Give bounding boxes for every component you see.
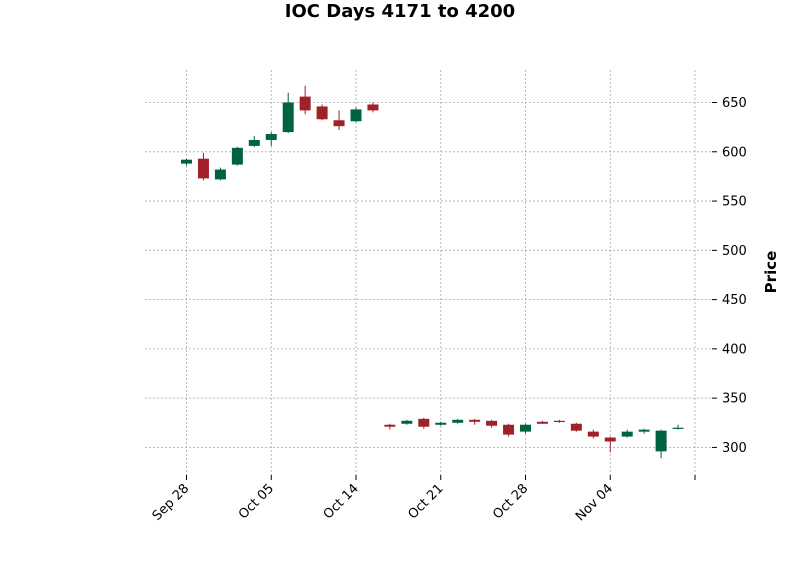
candle-body xyxy=(553,420,565,423)
candle-body xyxy=(248,139,260,146)
y-tick-label: 400 xyxy=(722,342,747,357)
candle-body xyxy=(231,147,243,165)
candle-body xyxy=(299,96,311,111)
candle xyxy=(655,429,667,459)
candle xyxy=(282,92,294,134)
candle-body xyxy=(350,109,362,122)
candle xyxy=(350,107,362,123)
x-tick-label: Oct 28 xyxy=(490,481,531,522)
y-axis-label: Price xyxy=(762,251,780,294)
x-tick-label: Sep 28 xyxy=(150,481,193,524)
y-tick-label: 650 xyxy=(722,96,747,111)
y-tick-label: 300 xyxy=(722,441,747,456)
candle xyxy=(621,429,633,438)
candle-body xyxy=(672,427,684,429)
candle-body xyxy=(333,120,345,127)
candle-body xyxy=(197,158,209,179)
candle-body xyxy=(452,419,464,423)
candle-body xyxy=(469,419,481,422)
candle-body xyxy=(570,423,582,431)
candle xyxy=(231,146,243,166)
candle xyxy=(367,102,379,113)
candle xyxy=(469,418,481,425)
candle-body xyxy=(282,102,294,133)
candle xyxy=(435,421,447,426)
candle-body xyxy=(655,430,667,452)
candle-body xyxy=(316,106,328,120)
candle xyxy=(520,423,531,434)
x-tick-label: Nov 04 xyxy=(573,481,616,524)
candle xyxy=(333,110,345,131)
x-tick-label: Oct 05 xyxy=(236,481,277,522)
y-tick-label: 350 xyxy=(722,392,747,407)
candle xyxy=(672,424,684,430)
candle-body xyxy=(384,424,396,427)
candle xyxy=(265,132,277,146)
candle xyxy=(248,136,260,147)
grid-layer xyxy=(145,70,712,475)
y-tick-label: 600 xyxy=(722,145,747,160)
candle xyxy=(638,428,650,434)
candle xyxy=(452,418,464,424)
candle xyxy=(197,152,209,181)
candle xyxy=(181,158,192,166)
candle xyxy=(384,423,396,430)
candle-body xyxy=(536,421,548,424)
candle-body xyxy=(587,431,599,437)
y-tick-label: 500 xyxy=(722,244,747,259)
candle xyxy=(570,422,582,432)
candle xyxy=(401,419,413,425)
candle xyxy=(486,419,498,428)
x-tick-label: Oct 14 xyxy=(321,481,362,522)
candle xyxy=(604,436,616,453)
candle xyxy=(418,417,430,429)
candle-body xyxy=(265,134,277,140)
candle xyxy=(299,85,311,115)
candle-body xyxy=(435,422,447,425)
y-tick-label: 450 xyxy=(722,293,747,308)
x-tick-label: Oct 21 xyxy=(405,481,446,522)
candle-body xyxy=(638,429,650,432)
candle xyxy=(503,423,515,437)
chart-title: IOC Days 4171 to 4200 xyxy=(285,1,515,22)
candle-body xyxy=(214,169,226,180)
candles-layer xyxy=(181,85,684,459)
candle xyxy=(214,167,226,181)
y-tick-label: 550 xyxy=(722,195,747,210)
candle xyxy=(536,420,548,424)
candle xyxy=(587,429,599,439)
candle-body xyxy=(418,418,430,427)
candle-body xyxy=(604,437,616,442)
candle-body xyxy=(503,424,515,435)
candle xyxy=(316,104,328,121)
candle-body xyxy=(621,431,633,437)
candle-body xyxy=(181,159,192,164)
candle xyxy=(553,419,565,423)
candle-body xyxy=(486,420,498,426)
candle-body xyxy=(401,420,413,424)
candle-body xyxy=(367,104,379,111)
candle-body xyxy=(520,424,531,432)
